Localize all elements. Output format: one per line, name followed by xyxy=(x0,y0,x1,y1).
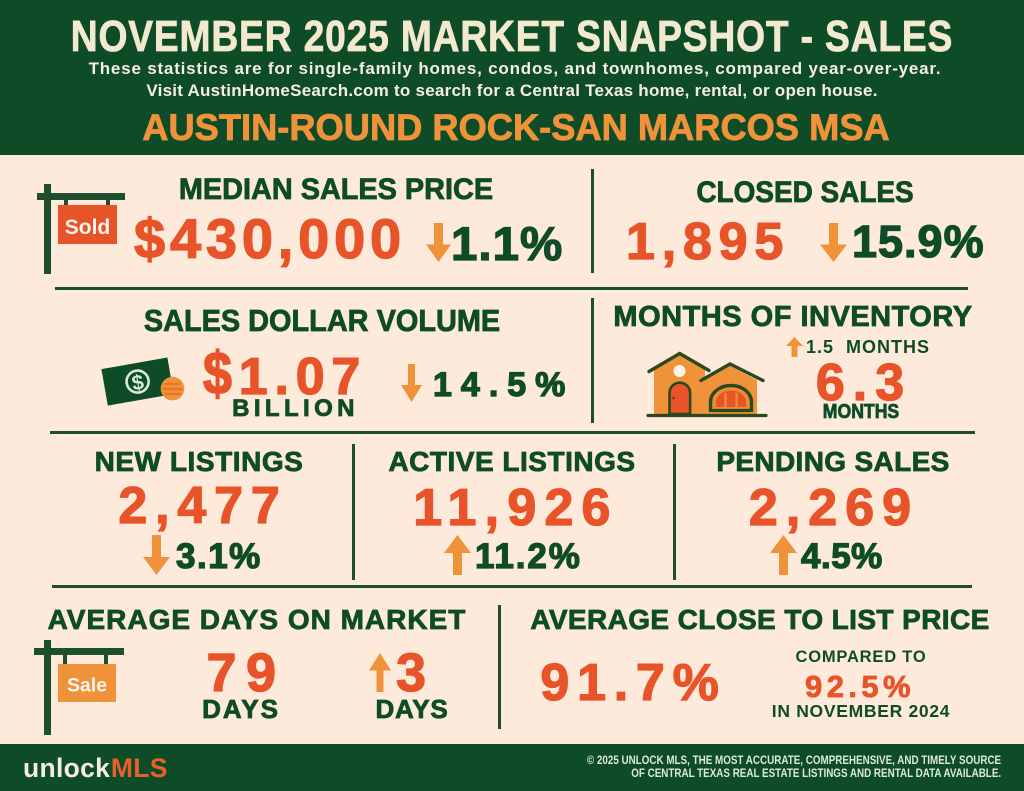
svg-text:Sold: Sold xyxy=(65,216,111,239)
svg-text:$: $ xyxy=(130,371,146,396)
svg-text:Sale: Sale xyxy=(67,675,107,697)
